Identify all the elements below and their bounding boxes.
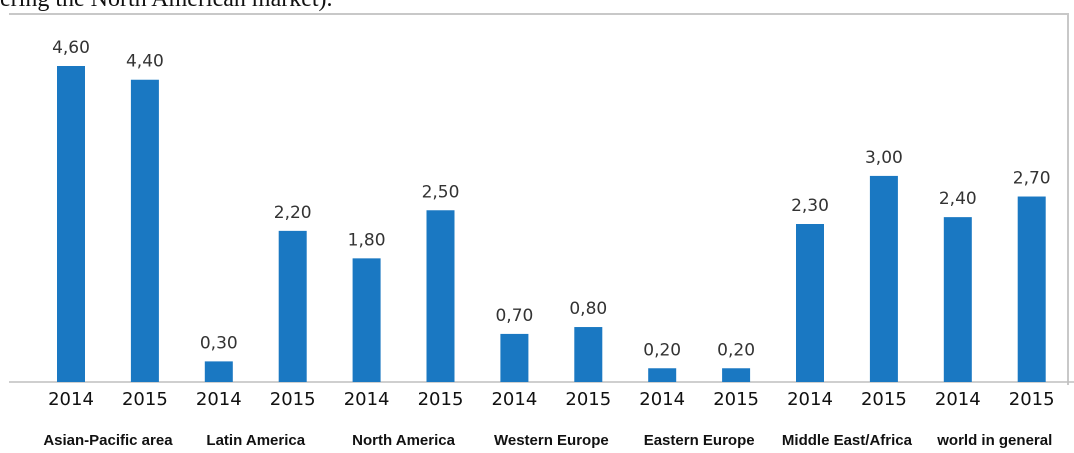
group-label: Western Europe	[494, 432, 609, 449]
data-label: 0,70	[495, 306, 533, 326]
bar	[278, 230, 307, 382]
bar	[426, 210, 455, 382]
x-tick-label: 2015	[565, 389, 611, 410]
data-label: 2,40	[939, 189, 977, 209]
x-tick-label: 2014	[639, 389, 685, 410]
x-tick-label: 2015	[861, 389, 907, 410]
data-label: 4,60	[52, 38, 90, 58]
bar	[130, 79, 159, 382]
bar	[57, 66, 85, 382]
x-tick-label: 2014	[344, 389, 390, 410]
x-tick-label: 2015	[270, 389, 316, 410]
x-tick-label: 2014	[491, 389, 537, 410]
data-label: 2,70	[1013, 169, 1051, 189]
x-tick-label: 2015	[418, 389, 464, 410]
group-label: North America	[352, 432, 455, 449]
x-tick-label: 2015	[1009, 389, 1055, 410]
data-label: 0,30	[200, 333, 238, 353]
data-label: 0,20	[717, 340, 755, 360]
bar	[796, 224, 824, 382]
bar	[943, 217, 972, 382]
group-label: Eastern Europe	[644, 432, 755, 449]
x-tick-label: 2014	[196, 389, 242, 410]
bar	[722, 368, 751, 382]
data-label: 0,20	[643, 340, 681, 360]
caption-fragment: ering the North American market).	[0, 0, 1074, 16]
bar	[204, 361, 233, 382]
group-label: world in general	[936, 432, 1052, 449]
group-label: Latin America	[206, 432, 305, 449]
bar	[352, 258, 381, 382]
data-label: 3,00	[865, 148, 903, 168]
data-label: 2,20	[274, 203, 312, 223]
data-label: 2,30	[791, 196, 829, 216]
x-tick-label: 2014	[48, 389, 94, 410]
bar	[648, 368, 677, 382]
group-label: Asian-Pacific area	[43, 432, 173, 449]
data-label: 0,80	[569, 299, 607, 319]
data-label: 2,50	[422, 182, 460, 202]
data-label: 1,80	[348, 230, 386, 250]
x-tick-label: 2014	[787, 389, 833, 410]
x-tick-label: 2015	[122, 389, 168, 410]
group-label: Middle East/Africa	[782, 432, 913, 449]
chart-frame	[9, 13, 1069, 385]
bar	[500, 333, 529, 382]
bar	[574, 327, 603, 382]
data-label: 4,40	[126, 52, 164, 72]
bar	[1017, 196, 1046, 382]
x-tick-label: 2015	[713, 389, 759, 410]
x-tick-label: 2014	[935, 389, 981, 410]
bar	[869, 175, 898, 382]
